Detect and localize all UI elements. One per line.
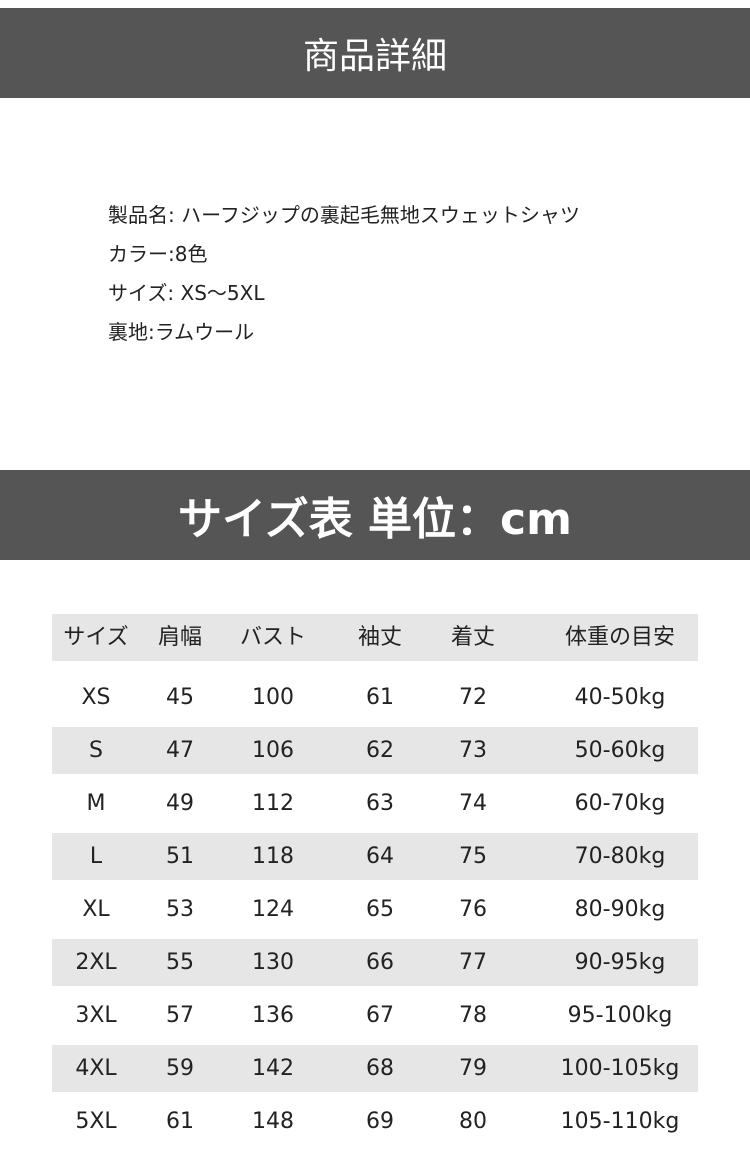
table-cell: 76 <box>459 897 487 922</box>
table-cell: 75 <box>459 844 487 869</box>
table-cell: 40-50kg <box>574 685 666 710</box>
table-cell: 50-60kg <box>574 738 666 763</box>
table-row: 5XL 61 148 69 80 105-110kg <box>52 1098 698 1145</box>
table-cell: 67 <box>366 1003 394 1028</box>
product-info: 製品名: ハーフジップの裏起毛無地スウェットシャツ カラー:8色 サイズ: XS… <box>108 196 580 352</box>
table-cell: 51 <box>166 844 194 869</box>
table-cell: 49 <box>166 791 194 816</box>
table-cell: 100 <box>252 685 294 710</box>
column-header: 体重の目安 <box>564 625 676 650</box>
table-cell: 148 <box>252 1109 294 1134</box>
table-cell: XL <box>82 897 110 922</box>
product-colors: カラー:8色 <box>108 242 208 266</box>
table-cell: S <box>89 738 103 763</box>
table-cell: 57 <box>166 1003 194 1028</box>
table-cell: 124 <box>252 897 294 922</box>
table-row: S 47 106 62 73 50-60kg <box>52 727 698 774</box>
table-header: サイズ 肩幅 バスト 袖丈 着丈 体重の目安 <box>52 614 698 661</box>
table-cell: 73 <box>459 738 487 763</box>
table-cell: 77 <box>459 950 487 975</box>
table-row: 4XL 59 142 68 79 100-105kg <box>52 1045 698 1092</box>
column-header: 袖丈 <box>357 625 403 650</box>
size-chart-header: サイズ表 単位：cm <box>0 470 750 560</box>
table-cell: 90-95kg <box>574 950 666 975</box>
table-cell: 45 <box>166 685 194 710</box>
column-header: サイズ <box>63 625 129 650</box>
table-cell: 61 <box>166 1109 194 1134</box>
table-cell: 66 <box>366 950 394 975</box>
table-cell: 142 <box>252 1056 294 1081</box>
table-cell: 70-80kg <box>574 844 666 869</box>
product-sizes: サイズ: XS〜5XL <box>108 281 265 305</box>
table-cell: M <box>86 791 106 816</box>
column-header: 着丈 <box>450 625 496 650</box>
product-details-header: 商品詳細 <box>0 8 750 98</box>
table-cell: 3XL <box>75 1003 117 1028</box>
table-cell: 95-100kg <box>567 1003 673 1028</box>
table-cell: 62 <box>366 738 394 763</box>
table-cell: 60-70kg <box>574 791 666 816</box>
table-cell: 63 <box>366 791 394 816</box>
table-cell: 2XL <box>75 950 117 975</box>
table-cell: 112 <box>252 791 294 816</box>
table-cell: 80-90kg <box>574 897 666 922</box>
table-row: XL 53 124 65 76 80-90kg <box>52 886 698 933</box>
product-name: 製品名: ハーフジップの裏起毛無地スウェットシャツ <box>108 203 580 227</box>
table-cell: 136 <box>252 1003 294 1028</box>
table-cell: 130 <box>252 950 294 975</box>
table-cell: 53 <box>166 897 194 922</box>
column-header: 肩幅 <box>157 625 203 650</box>
table-cell: 55 <box>166 950 194 975</box>
table-cell: 64 <box>366 844 394 869</box>
table-cell: 74 <box>459 791 487 816</box>
table-cell: 47 <box>166 738 194 763</box>
table-cell: 78 <box>459 1003 487 1028</box>
table-cell: 5XL <box>75 1109 117 1134</box>
section-title: サイズ表 単位：cm <box>178 494 572 545</box>
table-cell: 59 <box>166 1056 194 1081</box>
table-row: 2XL 55 130 66 77 90-95kg <box>52 939 698 986</box>
table-row: XS 45 100 61 72 40-50kg <box>52 674 698 721</box>
table-cell: L <box>89 844 103 869</box>
table-cell: 68 <box>366 1056 394 1081</box>
table-cell: 4XL <box>75 1056 117 1081</box>
table-cell: 72 <box>459 685 487 710</box>
table-cell: 100-105kg <box>560 1056 680 1081</box>
table-cell: 80 <box>459 1109 487 1134</box>
table-cell: 118 <box>252 844 294 869</box>
table-row: M 49 112 63 74 60-70kg <box>52 780 698 827</box>
table-cell: 65 <box>366 897 394 922</box>
table-cell: 69 <box>366 1109 394 1134</box>
column-header: バスト <box>239 625 307 650</box>
table-row: 3XL 57 136 67 78 95-100kg <box>52 992 698 1039</box>
table-cell: 106 <box>252 738 294 763</box>
table-cell: 79 <box>459 1056 487 1081</box>
table-cell: XS <box>81 685 111 710</box>
section-title: 商品詳細 <box>302 36 447 77</box>
table-cell: 61 <box>366 685 394 710</box>
product-lining: 裏地:ラムウール <box>108 320 255 344</box>
table-row: L 51 118 64 75 70-80kg <box>52 833 698 880</box>
table-cell: 105-110kg <box>560 1109 680 1134</box>
